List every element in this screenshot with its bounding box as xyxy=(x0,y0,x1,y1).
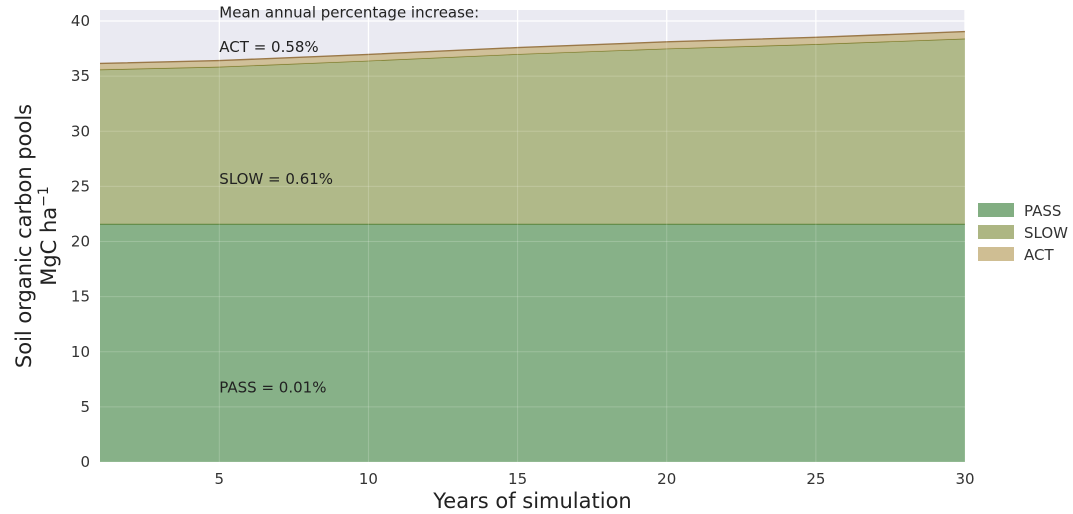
annotation-slow: SLOW = 0.61% xyxy=(219,170,333,188)
x-tick-label: 5 xyxy=(215,470,225,488)
legend-swatch-act xyxy=(978,247,1014,261)
y-tick-label: 40 xyxy=(71,12,90,30)
y-tick-label: 15 xyxy=(71,288,90,306)
y-tick-label: 0 xyxy=(80,453,90,471)
y-axis: 0 5 10 15 20 25 30 35 40 xyxy=(71,12,90,471)
legend-label-act: ACT xyxy=(1024,246,1054,264)
legend-label-pass: PASS xyxy=(1024,202,1061,220)
y-axis-title: Soil organic carbon pools xyxy=(12,104,36,368)
y-tick-label: 25 xyxy=(71,177,90,195)
annotation-act: ACT = 0.58% xyxy=(219,38,318,56)
area-pass xyxy=(100,223,965,462)
legend-swatch-pass xyxy=(978,203,1014,217)
x-tick-label: 25 xyxy=(806,470,825,488)
x-tick-label: 30 xyxy=(955,470,974,488)
y-axis-units: MgC ha−1 xyxy=(36,186,61,286)
x-axis-title: Years of simulation xyxy=(432,489,631,513)
area-act xyxy=(100,31,965,70)
legend-swatch-slow xyxy=(978,225,1014,239)
x-tick-label: 15 xyxy=(508,470,527,488)
x-tick-label: 10 xyxy=(359,470,378,488)
x-tick-label: 20 xyxy=(657,470,676,488)
annotations: Mean annual percentage increase: ACT = 0.… xyxy=(219,4,479,397)
y-axis-units-sup: −1 xyxy=(36,186,52,207)
x-axis: 5 10 15 20 25 30 xyxy=(215,470,975,488)
line-act xyxy=(99,30,966,65)
legend-label-slow: SLOW xyxy=(1024,224,1068,242)
y-tick-label: 30 xyxy=(71,122,90,140)
area-slow xyxy=(100,38,965,224)
area-series xyxy=(99,10,966,463)
y-tick-label: 35 xyxy=(71,67,90,85)
y-axis-units-base: MgC ha xyxy=(37,207,61,286)
annotation-title: Mean annual percentage increase: xyxy=(219,4,479,22)
y-tick-label: 10 xyxy=(71,343,90,361)
y-tick-label: 20 xyxy=(71,233,90,251)
y-tick-label: 5 xyxy=(80,398,90,416)
annotation-pass: PASS = 0.01% xyxy=(219,379,326,397)
legend: PASS SLOW ACT xyxy=(978,202,1068,264)
